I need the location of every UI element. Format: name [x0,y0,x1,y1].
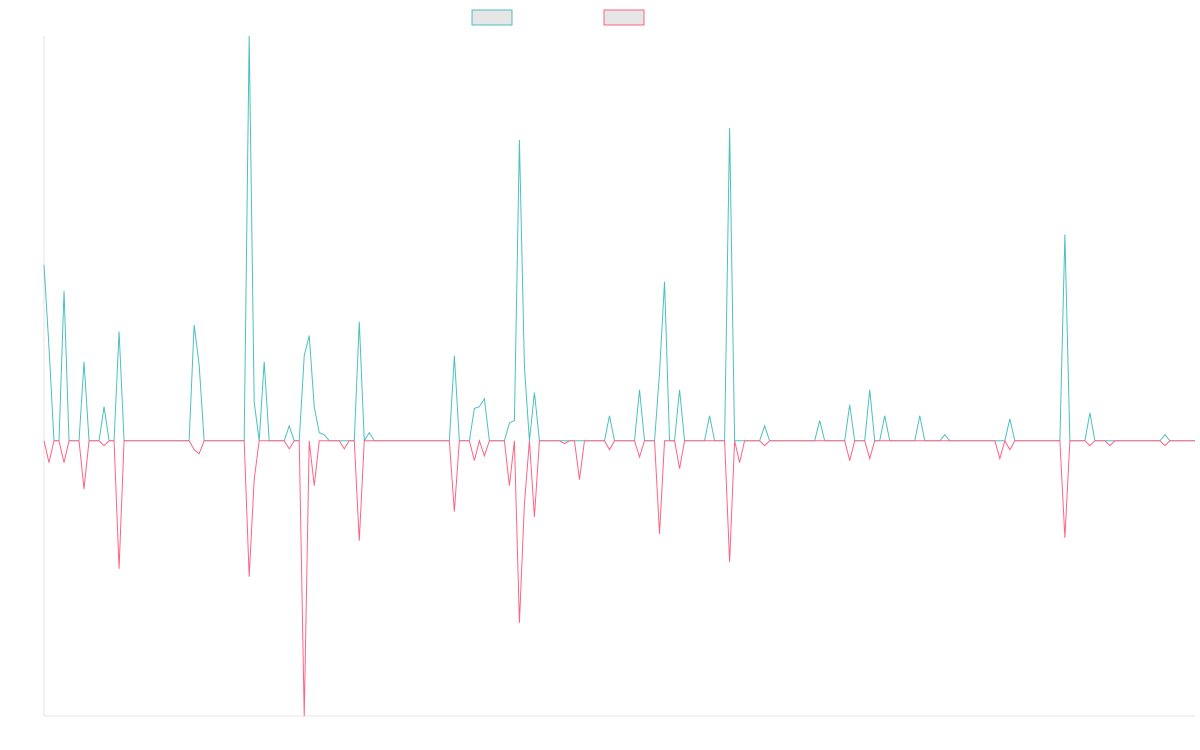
series-line [43,35,1195,443]
legend [471,9,645,26]
legend-swatch [603,9,645,26]
legend-swatch [471,9,513,26]
series-line [43,438,1195,717]
